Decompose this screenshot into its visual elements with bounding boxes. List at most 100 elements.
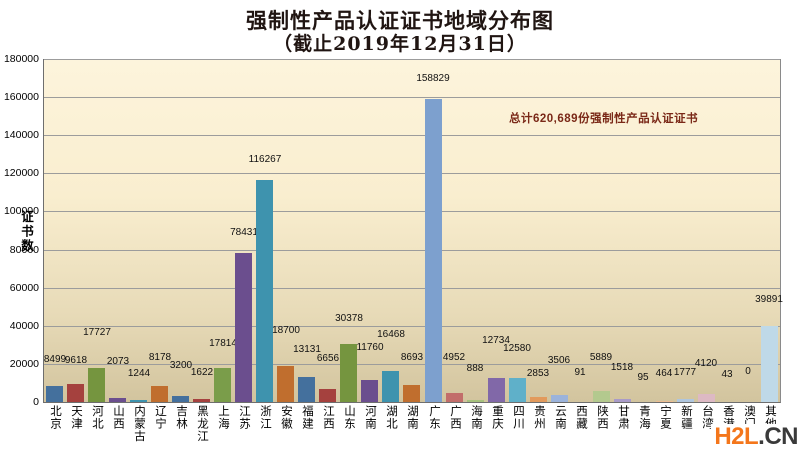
- bar: [530, 397, 547, 402]
- bar: [509, 378, 526, 402]
- bar: [761, 326, 778, 402]
- x-axis-label: 安徽: [280, 405, 292, 430]
- bar-value-label: 0: [745, 366, 751, 377]
- bar-value-label: 8499: [43, 354, 67, 365]
- bar-value-label: 30378: [335, 313, 363, 324]
- gridline: [44, 364, 780, 365]
- gridline: [44, 173, 780, 174]
- bar-value-label: 17814: [209, 338, 237, 349]
- bar: [172, 396, 189, 402]
- x-axis-label: 贵州: [533, 405, 545, 430]
- y-tick-label: 60000: [9, 282, 39, 294]
- bar: [467, 400, 484, 402]
- x-axis-label: 山西: [112, 405, 124, 430]
- bar-value-label: 17727: [83, 327, 111, 338]
- x-axis-label: 西藏: [575, 405, 587, 430]
- bar-value-label: 116267: [248, 154, 282, 165]
- y-tick-label: 120000: [3, 167, 39, 179]
- chart-title-line1: 强制性产品认证证书地域分布图: [246, 8, 554, 33]
- bar-value-label: 78431: [230, 227, 258, 238]
- bar: [656, 401, 673, 402]
- x-axis-label: 上海: [217, 405, 229, 430]
- bar: [446, 393, 463, 402]
- bar: [382, 371, 399, 402]
- x-axis-label: 其他: [764, 405, 776, 430]
- x-axis-label: 香港: [722, 405, 734, 430]
- bar: [319, 389, 336, 402]
- x-axis-label: 湖北: [385, 405, 397, 430]
- bar-value-label: 43: [721, 369, 733, 380]
- gridline: [44, 59, 780, 60]
- watermark-logo: H2L.CN: [711, 424, 799, 450]
- bar-value-label: 8178: [148, 352, 172, 363]
- bar: [109, 398, 126, 402]
- x-axis-label: 青海: [638, 405, 650, 430]
- bar-value-label: 1777: [673, 367, 697, 378]
- bar: [298, 377, 315, 402]
- x-axis-label: 甘肃: [617, 405, 629, 430]
- bar: [151, 386, 168, 402]
- x-axis-label: 江苏: [238, 405, 250, 430]
- bar-value-label: 2853: [526, 368, 550, 379]
- bar-value-label: 4120: [694, 358, 718, 369]
- bar: [488, 378, 505, 402]
- bar: [593, 391, 610, 402]
- x-axis-label: 广西: [449, 405, 461, 430]
- bar-value-label: 9618: [64, 355, 88, 366]
- x-axis-label: 天津: [70, 405, 82, 430]
- x-axis-label: 广东: [428, 405, 440, 430]
- bar-value-label: 3506: [547, 355, 571, 366]
- x-axis-label: 黑龙江: [196, 405, 208, 443]
- y-tick-label: 0: [33, 396, 39, 408]
- bar-value-label: 5889: [589, 352, 613, 363]
- x-axis-label: 辽宁: [154, 405, 166, 430]
- x-axis-label: 新疆: [680, 405, 692, 430]
- x-axis-label: 内蒙古: [133, 405, 145, 443]
- bar: [277, 366, 294, 402]
- gridline: [44, 135, 780, 136]
- watermark-h2l: H2L: [714, 423, 759, 450]
- bar-value-label: 11760: [356, 342, 384, 353]
- x-axis-label: 台湾: [701, 405, 713, 430]
- y-axis-title: 证书数: [19, 210, 33, 254]
- bar: [425, 99, 442, 402]
- x-axis-label: 山东: [343, 405, 355, 430]
- x-axis-label: 陕西: [596, 405, 608, 430]
- bar-value-label: 12580: [503, 343, 531, 354]
- y-tick-label: 40000: [9, 320, 39, 332]
- bar-value-label: 6656: [316, 353, 340, 364]
- chart-title-line2: （截止2019年12月31日）: [273, 33, 527, 55]
- bar-value-label: 12734: [482, 335, 510, 346]
- gridline: [44, 97, 780, 98]
- bar-value-label: 2073: [106, 356, 130, 367]
- bar: [340, 344, 357, 402]
- bar: [403, 385, 420, 402]
- x-axis-label: 海南: [470, 405, 482, 430]
- bar-value-label: 888: [466, 363, 484, 374]
- bar-value-label: 464: [655, 368, 673, 379]
- bar: [551, 395, 568, 402]
- bar-value-label: 13131: [293, 344, 321, 355]
- bar-value-label: 39891: [755, 294, 783, 305]
- bar-value-label: 95: [637, 372, 649, 383]
- bar: [130, 400, 147, 402]
- x-axis-label: 北京: [49, 405, 61, 430]
- x-axis-label: 浙江: [259, 405, 271, 430]
- gridline: [44, 211, 780, 212]
- y-tick-label: 20000: [9, 358, 39, 370]
- y-tick-label: 160000: [3, 91, 39, 103]
- bar-value-label: 16468: [377, 329, 405, 340]
- y-tick-label: 180000: [3, 53, 39, 65]
- x-axis-label: 河南: [364, 405, 376, 430]
- bar-value-label: 18700: [272, 325, 300, 336]
- watermark-cn: .CN: [758, 423, 798, 450]
- total-annotation: 总计620,689份强制性产品认证证书: [509, 113, 699, 125]
- y-tick-label: 80000: [9, 244, 39, 256]
- bar-value-label: 3200: [169, 360, 193, 371]
- bar: [256, 180, 273, 402]
- bar: [614, 399, 631, 402]
- gridline: [44, 250, 780, 251]
- x-axis-label: 宁夏: [659, 405, 671, 430]
- y-tick-label: 140000: [3, 129, 39, 141]
